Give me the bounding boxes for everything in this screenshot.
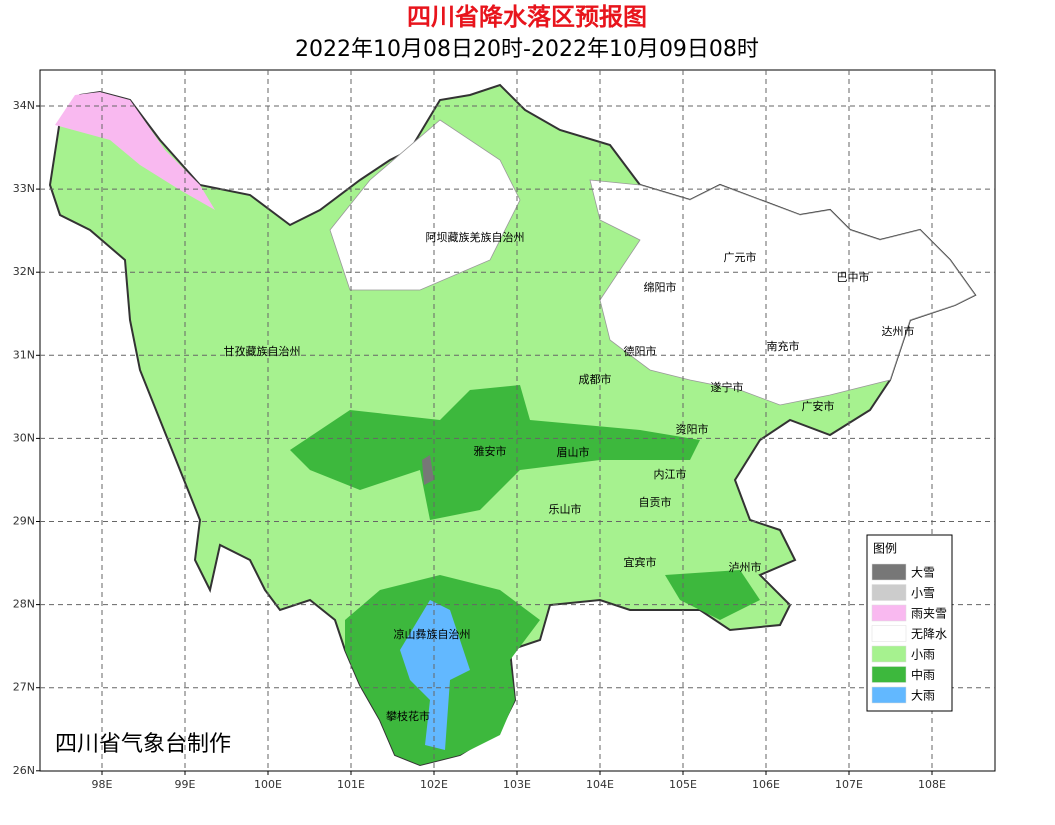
no-rain-northeast xyxy=(589,179,976,406)
legend-label: 小雪 xyxy=(911,586,935,600)
place-label: 眉山市 xyxy=(557,445,590,459)
x-tick-label: 107E xyxy=(835,778,863,791)
y-tick-label: 32N xyxy=(13,265,35,278)
no-rain-aba xyxy=(329,119,521,291)
legend-title: 图例 xyxy=(873,542,897,556)
place-label: 遂宁市 xyxy=(711,380,744,394)
place-label: 自贡市 xyxy=(639,495,672,509)
place-label: 南充市 xyxy=(767,339,800,353)
x-tick-label: 103E xyxy=(503,778,531,791)
y-tick-label: 30N xyxy=(13,431,35,444)
place-label: 雅安市 xyxy=(474,444,507,458)
legend-swatch xyxy=(871,604,907,622)
graticule: 98E 99E 100E 101E 102E 103E 104E 105E 106E 107E 10… xyxy=(13,70,995,791)
moderate-rain-luzhou xyxy=(665,570,760,620)
x-tick-label: 102E xyxy=(420,778,448,791)
place-label: 广安市 xyxy=(802,399,835,413)
place-label: 攀枝花市 xyxy=(386,709,430,723)
regions xyxy=(48,83,977,767)
heavy-snow xyxy=(422,455,434,485)
legend-label: 中雨 xyxy=(911,667,935,682)
legend-label: 小雨 xyxy=(911,648,935,662)
place-label: 甘孜藏族自治州 xyxy=(224,344,301,358)
heavy-rain xyxy=(400,600,470,750)
y-tick-label: 27N xyxy=(13,681,35,694)
x-tick-label: 108E xyxy=(918,778,946,791)
credit: 四川省气象台制作 xyxy=(55,732,231,757)
moderate-rain-yaan xyxy=(290,385,700,520)
place-label: 凉山彝族自治州 xyxy=(394,627,471,641)
subtitle: 2022年10月08日20时-2022年10月09日08时 xyxy=(295,37,759,62)
place-label: 达州市 xyxy=(882,324,915,338)
place-label: 泸州市 xyxy=(729,560,762,574)
title: 四川省降水落区预报图 xyxy=(407,3,647,31)
place-label: 乐山市 xyxy=(549,502,582,516)
legend-swatch xyxy=(871,625,907,642)
x-tick-label: 104E xyxy=(586,778,614,791)
legend-swatch xyxy=(871,645,907,663)
x-tick-label: 99E xyxy=(175,778,196,791)
y-tick-label: 26N xyxy=(13,764,35,777)
place-label: 资阳市 xyxy=(676,422,709,436)
legend-label: 大雨 xyxy=(911,689,935,703)
legend-box xyxy=(866,534,953,712)
legend-swatch xyxy=(871,584,907,601)
x-tick-label: 101E xyxy=(337,778,365,791)
y-tick-label: 28N xyxy=(13,598,35,611)
x-tick-label: 105E xyxy=(669,778,697,791)
x-tick-label: 98E xyxy=(92,778,113,791)
place-label: 巴中市 xyxy=(837,270,870,284)
place-label: 绵阳市 xyxy=(644,280,677,294)
y-tick-label: 29N xyxy=(13,515,35,528)
x-tick-label: 106E xyxy=(752,778,780,791)
legend-label: 大雪 xyxy=(911,566,935,580)
legend-label: 无降水 xyxy=(911,627,947,641)
y-tick-label: 31N xyxy=(13,348,35,361)
place-label: 广元市 xyxy=(724,250,757,264)
legend-swatch xyxy=(871,563,907,581)
y-tick-label: 33N xyxy=(13,182,35,195)
legend-swatch xyxy=(871,666,907,683)
place-label: 成都市 xyxy=(579,372,612,386)
legend-label: 雨夹雪 xyxy=(911,607,947,621)
x-tick-label: 100E xyxy=(254,778,282,791)
place-label: 内江市 xyxy=(654,467,687,481)
y-tick-label: 34N xyxy=(13,99,35,112)
place-label: 德阳市 xyxy=(624,344,657,358)
legend-swatch xyxy=(871,686,907,704)
place-label: 宜宾市 xyxy=(624,555,657,569)
place-label: 阿坝藏族羌族自治州 xyxy=(426,230,525,244)
sleet-northwest xyxy=(55,92,215,210)
